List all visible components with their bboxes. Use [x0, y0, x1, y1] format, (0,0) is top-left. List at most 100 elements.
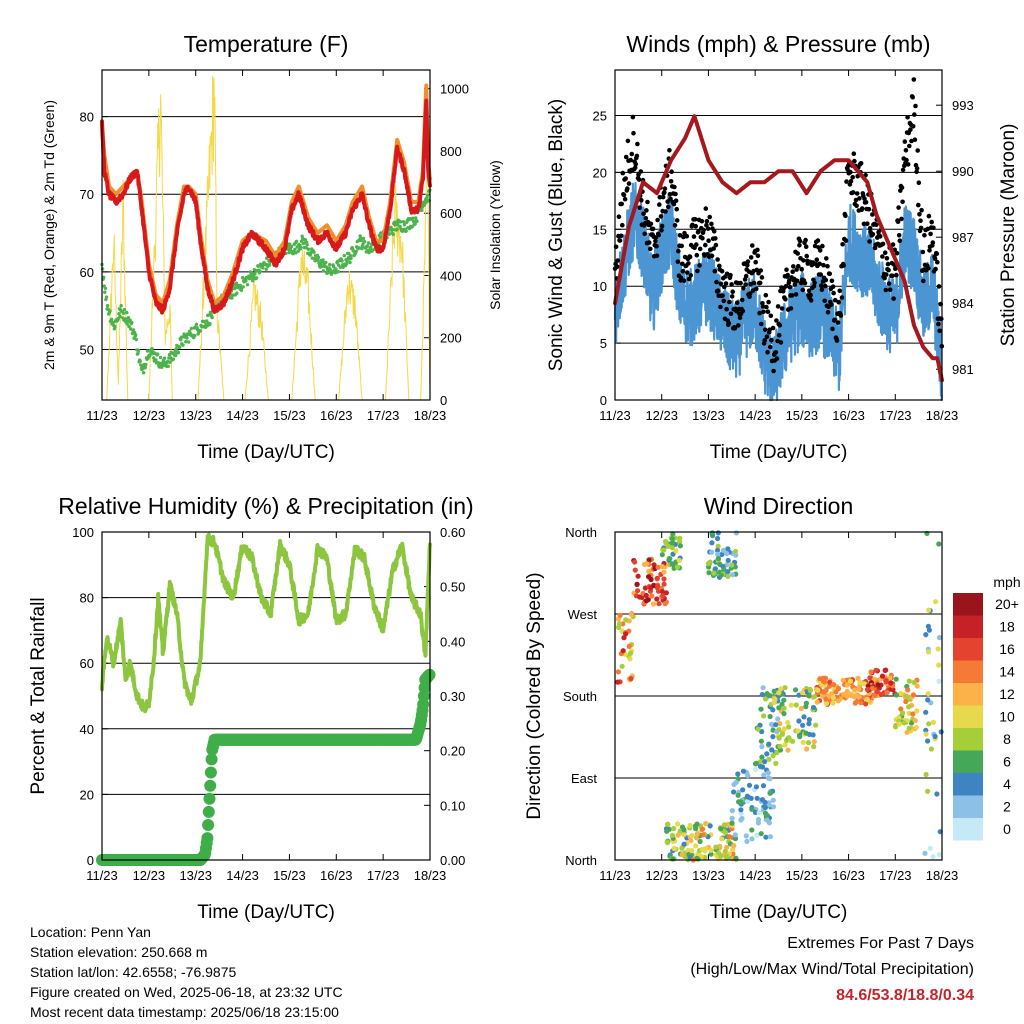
direction-point	[928, 746, 935, 752]
series-gust-point	[732, 326, 738, 331]
y-axis-label: Percent & Total Rainfall	[28, 597, 49, 794]
series-gust-point	[932, 256, 938, 262]
direction-point	[651, 582, 657, 589]
x-tick-label: 11/23	[599, 408, 631, 423]
series-gust-point	[729, 282, 734, 287]
direction-point	[770, 734, 776, 740]
chart-title: Wind Direction	[704, 493, 854, 519]
series-dewpoint-point	[193, 333, 197, 338]
direction-point	[893, 692, 900, 698]
series-gust-point	[837, 288, 843, 294]
direction-point	[746, 782, 753, 788]
series-gust-point	[928, 231, 933, 237]
direction-point	[908, 720, 915, 726]
direction-point	[811, 744, 817, 750]
series-gust-point	[638, 169, 644, 174]
direction-point	[735, 792, 741, 798]
series-gust-point	[890, 273, 895, 279]
legend-swatch	[953, 638, 983, 661]
series-dewpoint-point	[289, 244, 294, 249]
direction-point	[812, 694, 818, 700]
direction-point	[793, 702, 799, 708]
direction-point	[833, 689, 839, 695]
direction-point	[715, 551, 721, 557]
direction-point	[767, 834, 774, 840]
direction-point	[726, 834, 733, 840]
direction-point	[884, 690, 890, 696]
direction-point	[766, 741, 772, 747]
direction-point	[800, 739, 806, 746]
direction-point	[758, 831, 764, 837]
direction-point	[923, 709, 929, 715]
direction-point	[669, 561, 675, 567]
series-dewpoint-point	[303, 238, 308, 242]
series-gust-point	[626, 181, 632, 186]
series-dewpoint-point	[398, 220, 403, 224]
series-gust-point	[628, 157, 633, 163]
series-gust-point	[870, 212, 875, 217]
series-gust-point	[907, 143, 912, 149]
direction-point	[923, 632, 929, 638]
direction-point	[854, 698, 860, 705]
series-gust-point	[745, 262, 750, 268]
direction-point	[766, 802, 772, 808]
direction-point	[806, 693, 812, 699]
series-dewpoint-point	[267, 263, 272, 267]
direction-point	[762, 696, 769, 702]
direction-point	[724, 853, 730, 859]
series-gust-point	[750, 288, 756, 293]
direction-point	[878, 691, 884, 698]
series-gust-point	[653, 238, 658, 244]
series-gust-point	[795, 251, 800, 256]
y-tick-label: 50	[80, 343, 94, 358]
series-dewpoint-point	[401, 220, 406, 224]
series-dewpoint-point	[122, 308, 127, 312]
direction-point	[766, 756, 772, 762]
series-dewpoint-point	[394, 220, 398, 224]
x-axis-label: Time (Day/UTC)	[197, 442, 335, 463]
direction-point	[715, 535, 721, 542]
direction-point	[759, 692, 765, 698]
series-gust-point	[791, 264, 796, 269]
direction-point	[765, 770, 771, 776]
series-gust-point	[686, 276, 692, 282]
direction-point	[632, 567, 638, 573]
legend-swatch	[953, 705, 983, 728]
series-dewpoint-point	[379, 231, 383, 235]
legend-swatch	[953, 660, 983, 683]
series-dewpoint-point	[113, 324, 117, 329]
direction-point	[675, 832, 681, 838]
direction-point	[665, 822, 671, 828]
y2-tick-label: 990	[952, 164, 974, 179]
direction-point	[627, 650, 634, 656]
series-gust-point	[632, 165, 638, 170]
direction-point	[733, 530, 740, 536]
y2-tick-label: 400	[440, 268, 462, 283]
direction-point	[771, 688, 777, 694]
direction-point	[744, 838, 750, 845]
series-dewpoint-point	[264, 267, 268, 271]
series-dewpoint-point	[312, 250, 316, 254]
series-gust-point	[830, 284, 836, 290]
series-gust-point	[850, 190, 856, 195]
plot-border	[614, 69, 943, 401]
series-gust-point	[840, 242, 845, 247]
series-gust-point	[792, 282, 798, 287]
y-axis-label: Sonic Wind & Gust (Blue, Black)	[546, 99, 567, 371]
direction-point	[725, 569, 731, 575]
direction-point	[873, 667, 879, 673]
series-dewpoint-point	[306, 247, 311, 251]
direction-point	[922, 850, 928, 856]
series-gust-point	[937, 328, 942, 334]
direction-point	[617, 612, 623, 618]
series-gust-point	[848, 169, 853, 175]
legend-swatch	[953, 795, 983, 818]
series-gust-point	[910, 124, 916, 129]
series-gust-point	[884, 255, 890, 261]
series-gust-point	[765, 309, 771, 315]
direction-point	[738, 799, 744, 805]
series-gust-point	[736, 323, 741, 328]
series-gust-point	[861, 221, 867, 227]
series-dewpoint-point	[145, 349, 150, 353]
y-tick-label: East	[571, 771, 597, 786]
